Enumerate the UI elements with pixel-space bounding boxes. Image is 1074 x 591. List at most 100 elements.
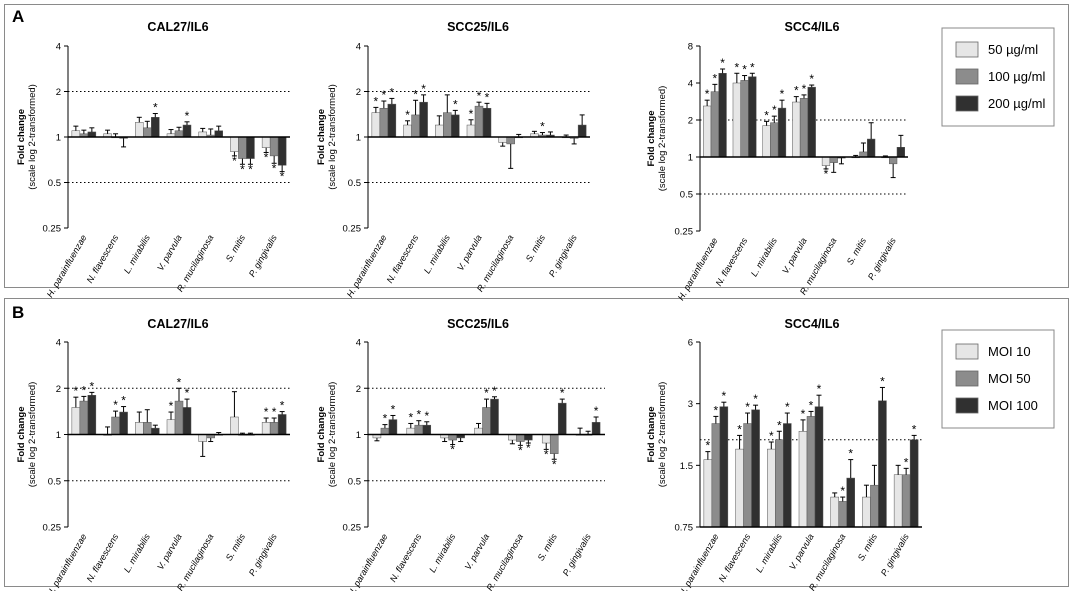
category-label: N. flavescens [717, 532, 753, 584]
bar [422, 424, 432, 435]
bar [246, 136, 255, 159]
y-axis-sublabel: (scale log 2-transformed) [27, 382, 38, 488]
significance-star: * [705, 87, 710, 101]
significance-star: * [248, 162, 253, 176]
bar [524, 434, 533, 441]
bar [474, 105, 484, 138]
bar [792, 101, 801, 158]
significance-star: * [912, 422, 917, 436]
bar [198, 131, 207, 138]
significance-star: * [82, 383, 87, 397]
bar [380, 427, 390, 435]
category-label: H. parainfluenzae [45, 532, 89, 591]
bar [119, 411, 128, 435]
significance-star: * [706, 439, 711, 453]
bar [143, 127, 152, 138]
y-tick-label: 6 [688, 338, 693, 349]
significance-star: * [742, 63, 747, 77]
y-tick-label: 4 [356, 338, 361, 349]
bar [748, 76, 757, 158]
significance-star: * [880, 374, 885, 388]
bar [806, 416, 816, 528]
significance-star: * [540, 120, 545, 134]
y-axis-label: Fold change [316, 407, 327, 463]
bar [151, 117, 160, 138]
significance-star: * [714, 403, 719, 417]
bar [867, 138, 876, 158]
bar [71, 130, 81, 138]
category-label: H. parainfluenzae [676, 236, 720, 302]
bar [451, 114, 460, 138]
y-axis-label: Fold change [316, 109, 327, 165]
bar [87, 131, 97, 138]
bar [821, 156, 831, 166]
bar [777, 107, 787, 158]
significance-star: * [753, 392, 758, 406]
bar [718, 73, 727, 158]
legend-entry: MOI 50 [988, 371, 1031, 386]
bar [506, 136, 515, 145]
y-axis-sublabel: (scale log 2-transformed) [657, 382, 668, 488]
bar [411, 114, 420, 138]
bar [261, 422, 271, 435]
bar [740, 80, 749, 158]
bar [591, 422, 601, 435]
category-label: N. flavescens [388, 532, 424, 584]
bar [703, 459, 713, 528]
significance-star: * [450, 443, 455, 457]
category-label: L. mirabilis [122, 532, 152, 575]
category-label: P. gingivalis [247, 532, 279, 578]
legend-swatch [955, 41, 979, 58]
bar [482, 407, 491, 435]
bar [577, 124, 587, 138]
significance-star: * [848, 447, 853, 461]
bar [846, 477, 855, 528]
category-label: P. gingivalis [547, 233, 579, 279]
y-tick-label: 0.75 [675, 523, 694, 534]
category-label: V. parvula [463, 532, 492, 572]
significance-star: * [405, 108, 410, 122]
significance-star: * [735, 60, 740, 74]
significance-star: * [383, 412, 388, 426]
y-tick-label: 2 [356, 384, 361, 395]
category-label: H. parainfluenzae [677, 532, 721, 591]
y-tick-label: 1 [56, 430, 61, 441]
significance-star: * [413, 87, 418, 101]
significance-star: * [408, 410, 413, 424]
bar [909, 439, 919, 528]
category-label: S. mitis [856, 532, 880, 563]
significance-star: * [240, 162, 245, 176]
category-label: N. flavescens [714, 236, 750, 288]
category-label: V. parvula [155, 233, 184, 273]
bar [870, 484, 879, 528]
bar [829, 156, 838, 163]
legend-entry: MOI 10 [988, 344, 1031, 359]
significance-star: * [518, 443, 523, 457]
bar [238, 136, 247, 159]
bar [889, 156, 898, 165]
bar [878, 400, 887, 528]
legend-swatch [955, 68, 979, 85]
bar [896, 147, 905, 158]
legend-swatch [955, 343, 979, 360]
bar [230, 136, 239, 152]
category-label: P. gingivalis [866, 236, 898, 282]
significance-star: * [374, 94, 379, 108]
y-tick-label: 4 [356, 42, 361, 53]
category-label: N. flavescens [385, 233, 421, 285]
category-label: P. gingivalis [561, 532, 593, 578]
significance-star: * [777, 418, 782, 432]
bar [862, 496, 871, 528]
y-tick-label: 4 [688, 79, 693, 90]
panel-a: A [4, 4, 1069, 288]
y-tick-label: 0.5 [348, 476, 361, 487]
bar [799, 98, 809, 158]
bar [719, 406, 729, 528]
panel-a-frame [4, 4, 1069, 288]
chart-b-scc25: SCC25/IL6 Fold change (scale log 2-transfo… [316, 317, 605, 591]
significance-star: * [272, 405, 277, 419]
bar [482, 107, 492, 138]
bar [387, 103, 397, 138]
y-tick-label: 0.5 [48, 476, 61, 487]
significance-star: * [817, 382, 822, 396]
